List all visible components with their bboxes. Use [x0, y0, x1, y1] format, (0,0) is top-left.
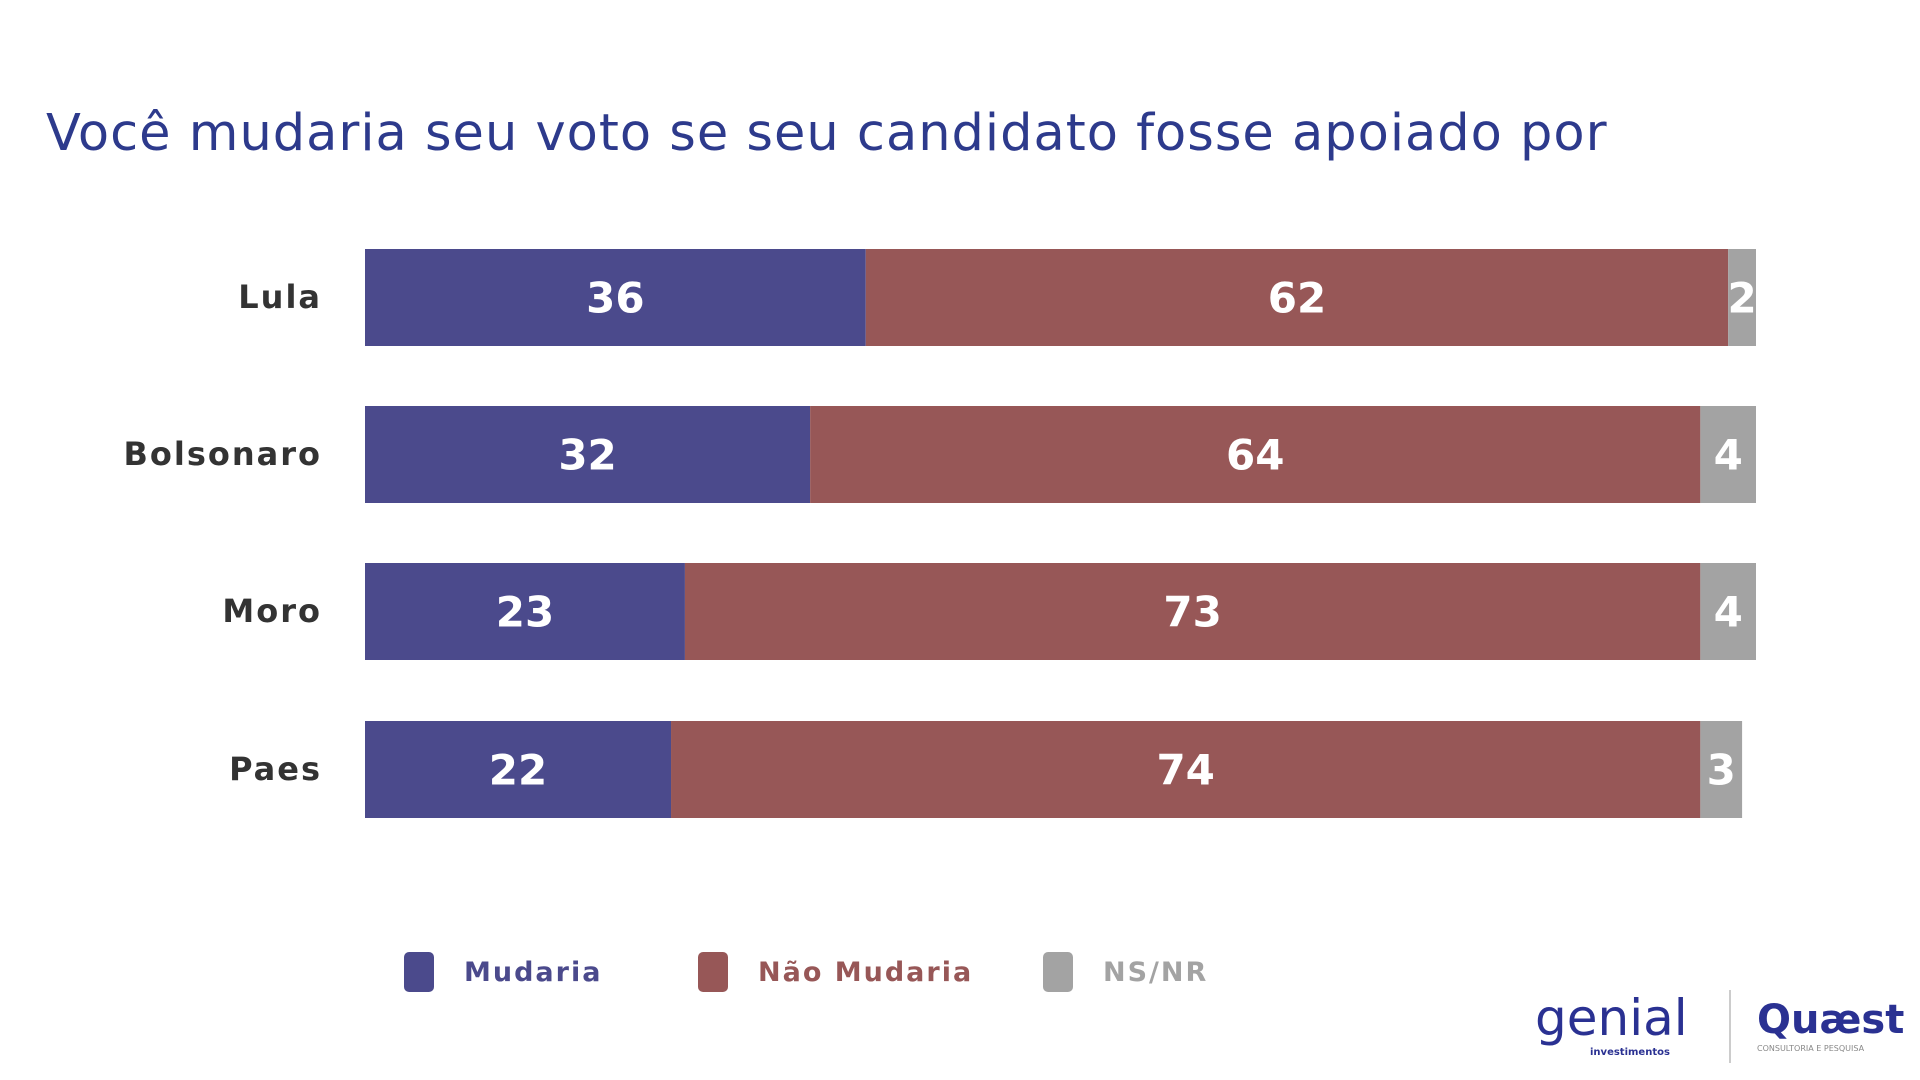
bar-segment	[1700, 721, 1743, 818]
legend-item: Mudaria	[404, 952, 602, 992]
legend-item: NS/NR	[1043, 952, 1208, 992]
svg-text:investimentos: investimentos	[1590, 1047, 1670, 1058]
data-label: 4	[1714, 431, 1743, 480]
data-label: 23	[496, 588, 554, 637]
data-label: 4	[1714, 588, 1743, 637]
data-label: 62	[1268, 274, 1326, 323]
category-label: Bolsonaro	[123, 434, 322, 473]
legend-swatch	[404, 952, 434, 992]
bar-segment	[810, 406, 1701, 503]
chart-title: Você mudaria seu voto se seu candidato f…	[46, 104, 1608, 163]
bar-segment	[1700, 406, 1756, 503]
sponsor-logos: genial investimentos Quæst CONSULTORIA E…	[1535, 989, 1904, 1063]
category-label: Lula	[238, 277, 322, 316]
bar-segment	[684, 563, 1701, 660]
svg-text:Quæst: Quæst	[1757, 997, 1904, 1043]
bar-segment	[1700, 563, 1756, 660]
data-label: 74	[1156, 746, 1214, 795]
data-label: 2	[1727, 274, 1756, 323]
data-label: 22	[489, 746, 547, 795]
bar-segment	[671, 721, 1701, 818]
svg-text:CONSULTORIA E PESQUISA: CONSULTORIA E PESQUISA	[1757, 1044, 1865, 1053]
legend-label: NS/NR	[1103, 956, 1209, 988]
bar-segment	[1728, 249, 1756, 346]
svg-text:genial: genial	[1535, 989, 1688, 1047]
data-label: 73	[1163, 588, 1221, 637]
category-label: Moro	[222, 591, 322, 630]
bar-segment	[365, 721, 672, 818]
legend-item: Não Mudaria	[698, 952, 973, 992]
legend-swatch	[698, 952, 728, 992]
bar-segment	[365, 406, 811, 503]
category-label: Paes	[229, 749, 322, 788]
bar-segment	[865, 249, 1729, 346]
legend-swatch	[1043, 952, 1073, 992]
bar-segment	[365, 563, 685, 660]
legend-label: Mudaria	[464, 956, 603, 988]
data-label: 64	[1226, 431, 1284, 480]
legend-label: Não Mudaria	[758, 956, 974, 988]
data-label: 3	[1707, 746, 1736, 795]
bar-segment	[365, 249, 866, 346]
data-label: 32	[558, 431, 616, 480]
data-label: 36	[586, 274, 644, 323]
